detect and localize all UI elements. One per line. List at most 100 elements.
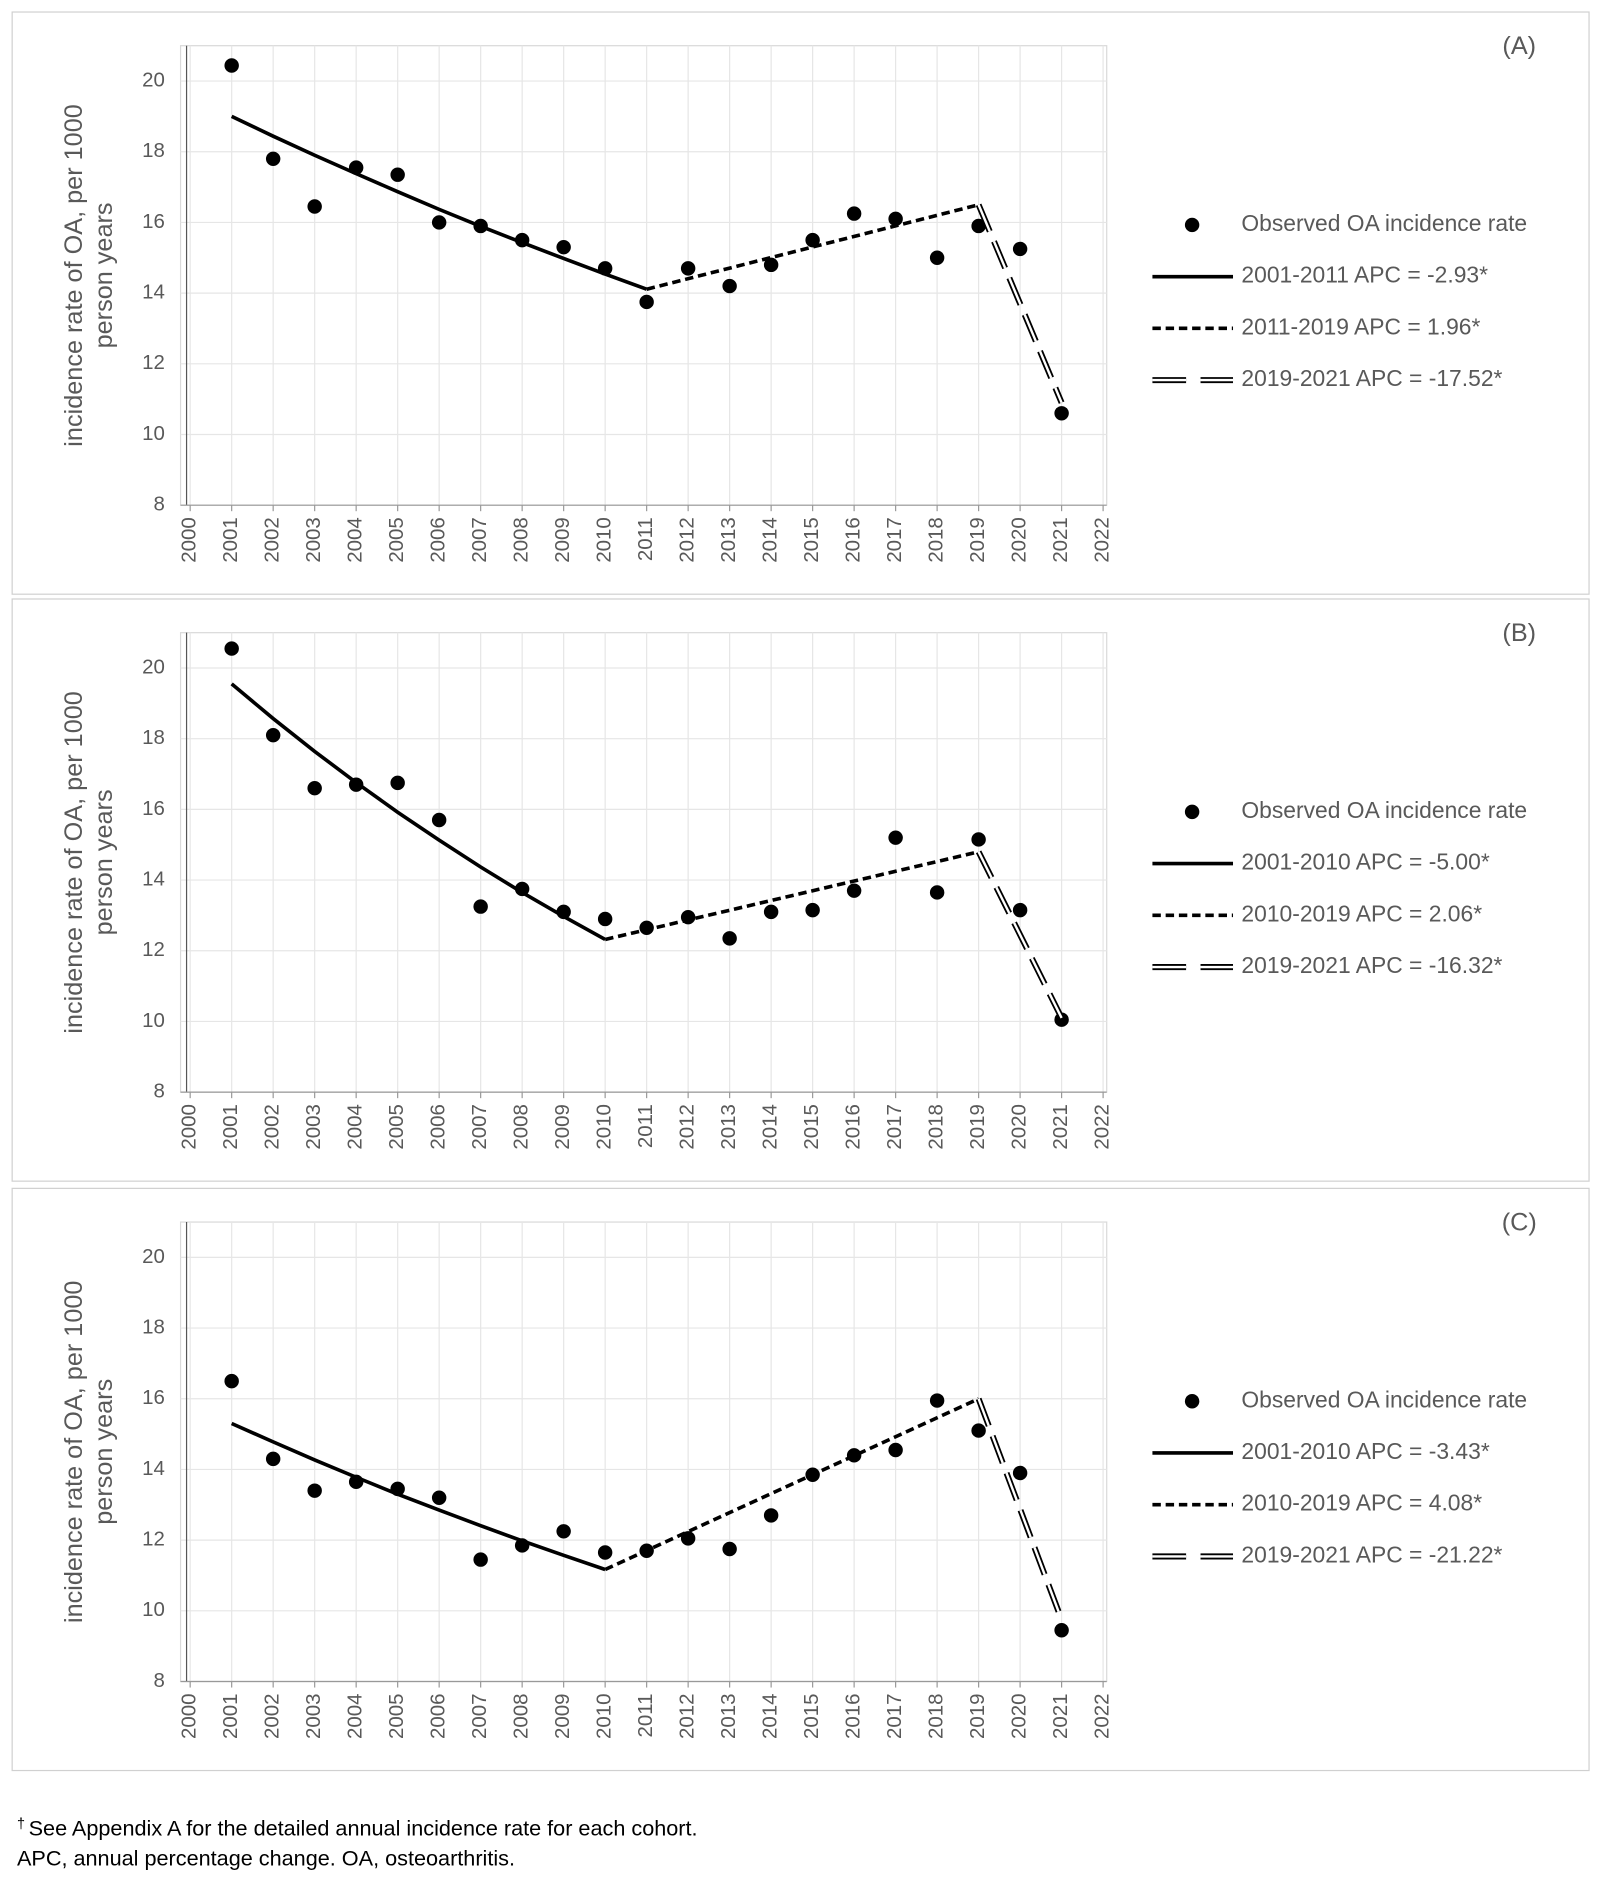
x-tick-label: 2001: [219, 1104, 242, 1149]
x-tick-label: 2017: [883, 1104, 906, 1149]
x-tick-label: 2015: [800, 517, 823, 562]
data-point: [390, 167, 405, 182]
data-point: [763, 904, 779, 920]
x-tick-label: 2013: [717, 1694, 740, 1739]
plot-area: [179, 1221, 1108, 1683]
x-tick-label: 2016: [842, 517, 865, 562]
data-point: [805, 232, 820, 248]
x-tick-label: 2007: [468, 1104, 491, 1149]
x-tick-label: 2002: [261, 517, 284, 562]
data-point: [265, 1451, 281, 1467]
x-tick-label: 2000: [178, 517, 201, 562]
panel: 8 10 12 14 16 18 20 2000 2001 2002 2003 2004 2005 200…: [11, 598, 1590, 1182]
x-tick-label: 2003: [302, 1694, 325, 1739]
x-tick-label: 2006: [427, 517, 450, 562]
data-point: [722, 1541, 737, 1557]
y-tick-label: 8: [154, 1080, 165, 1103]
x-tick-label: 2021: [1049, 1694, 1072, 1739]
y-tick-label: 20: [142, 68, 165, 91]
y-tick-label: 12: [142, 351, 165, 374]
legend-label: 2010-2019 APC = 2.06*: [1241, 900, 1482, 926]
data-point: [224, 1373, 239, 1389]
y-tick-label: 8: [154, 1669, 165, 1692]
legend-label: 2019-2021 APC = -17.52*: [1241, 365, 1502, 391]
x-tick-label: 2002: [261, 1104, 284, 1149]
data-point: [722, 931, 737, 946]
x-tick-label: 2011: [634, 1694, 657, 1738]
trend-line: [230, 682, 607, 942]
x-tick-label: 2007: [468, 517, 491, 562]
x-tick-label: 2010: [593, 1104, 616, 1149]
footnote-2: APC, annual percentage change. OA, osteo…: [17, 1846, 515, 1871]
y-axis-label-line: incidence rate of OA, per 1000: [60, 104, 88, 447]
data-point: [473, 1552, 488, 1567]
dagger: †: [17, 1816, 25, 1832]
data-point: [888, 211, 903, 227]
trend-line: [646, 203, 980, 291]
y-axis-label-line: incidence rate of OA, per 1000: [60, 1281, 88, 1624]
x-tick-label: 2004: [344, 517, 367, 562]
legend-label: Observed OA incidence rate: [1241, 797, 1527, 823]
data-point: [473, 899, 488, 914]
y-tick-label: 20: [142, 655, 165, 678]
x-tick-label: 2014: [759, 1104, 782, 1149]
x-tick-label: 2014: [759, 517, 782, 562]
plot-area: [179, 632, 1108, 1093]
legend-label: 2019-2021 APC = -16.32*: [1241, 952, 1502, 978]
trend-line: [604, 850, 980, 942]
footnote-text: See Appendix A for the detailed annual i…: [29, 1815, 698, 1840]
x-tick-label: 2020: [1008, 517, 1031, 562]
panel: 8 10 12 14 16 18 20 2000 2001 2002 2003 2004 2005 200…: [11, 1187, 1590, 1772]
data-point: [1054, 406, 1069, 421]
data-point: [1012, 241, 1028, 257]
x-tick-label: 2019: [966, 1104, 989, 1149]
legend-label: Observed OA incidence rate: [1241, 210, 1527, 236]
legend-label: 2011-2019 APC = 1.96*: [1241, 313, 1480, 339]
panel-border: [11, 598, 1590, 1182]
data-point: [971, 1423, 986, 1438]
x-tick-label: 2013: [717, 1104, 740, 1149]
y-tick-label: 16: [142, 210, 165, 233]
x-tick-label: 2005: [385, 517, 408, 562]
x-tick-label: 2007: [468, 1694, 491, 1739]
data-point: [639, 920, 654, 936]
panel-border: [11, 1187, 1590, 1772]
x-tick-label: 2002: [261, 1694, 284, 1739]
x-tick-label: 2011: [634, 1104, 657, 1148]
data-point: [639, 294, 654, 310]
data-point: [929, 1393, 945, 1408]
legend-label: 2001-2011 APC = -2.93*: [1241, 262, 1488, 288]
x-tick-label: 2011: [634, 517, 657, 561]
x-tick-label: 2000: [178, 1104, 201, 1149]
x-tick-label: 2019: [966, 1694, 989, 1739]
data-point: [431, 1490, 447, 1505]
data-point: [1054, 1623, 1069, 1638]
x-tick-label: 2005: [385, 1694, 408, 1739]
y-tick-label: 12: [142, 1528, 165, 1551]
x-tick-label: 2010: [593, 517, 616, 562]
data-point: [846, 206, 862, 221]
x-tick-label: 2012: [676, 517, 699, 562]
x-tick-label: 2006: [427, 1694, 450, 1739]
trend-line: [230, 114, 648, 291]
x-tick-label: 2014: [759, 1694, 782, 1739]
legend-marker: [1184, 1394, 1200, 1409]
panel-border: [11, 11, 1590, 595]
data-point: [888, 1442, 903, 1458]
x-tick-label: 2016: [842, 1104, 865, 1149]
data-point: [888, 830, 903, 845]
data-point: [1012, 1465, 1028, 1481]
y-tick-label: 18: [142, 1315, 165, 1338]
panel: 8 10 12 14 16 18 20 2000 2001 2002 2003 2004 2005 200…: [11, 11, 1590, 595]
y-axis-label: incidence rate of OA, per 1000person yea…: [60, 691, 118, 1033]
x-tick-label: 2005: [385, 1104, 408, 1149]
legend-label: Observed OA incidence rate: [1241, 1386, 1527, 1412]
x-tick-label: 2003: [302, 1104, 325, 1149]
data-point: [722, 278, 737, 294]
x-tick-label: 2022: [1091, 1694, 1114, 1739]
x-tick-label: 2012: [676, 1694, 699, 1739]
x-tick-label: 2016: [842, 1694, 865, 1739]
x-tick-label: 2018: [925, 517, 948, 562]
x-tick-label: 2015: [800, 1694, 823, 1739]
y-tick-label: 20: [142, 1245, 165, 1268]
